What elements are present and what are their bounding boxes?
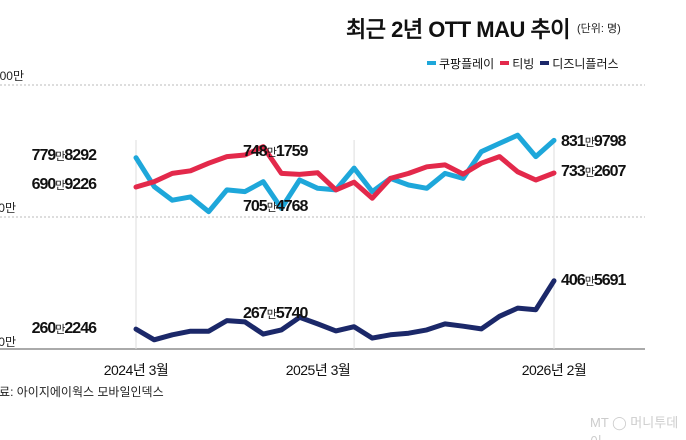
legend-swatch [427,61,436,65]
y-tick-label: 1000만 [0,69,24,83]
data-label: 705만4768 [243,198,308,215]
data-label: 690만9226 [31,176,97,193]
data-label: 779만8292 [31,147,97,164]
data-label: 260만2246 [31,320,97,337]
series-line-1 [133,144,557,201]
data-label: 831만9798 [561,133,626,150]
data-label: 406만5691 [561,272,626,289]
logo: MT ◯ 머니투데이 [590,415,679,440]
legend-label: 쿠팡플레이 [439,56,495,71]
legend-item-tving: 티빙 [500,55,534,72]
source-note: 자료: 아이지에이웍스 모바일인덱스 [0,385,164,399]
unit-note: (단위: 명) [577,23,621,35]
y-tick-label: 600만 [0,201,16,215]
legend-swatch [540,61,550,65]
legend-item-disney: 디즈니플러스 [540,55,619,72]
x-tick-label: 2024년 3월 [103,362,169,378]
series-line-0 [133,132,557,215]
legend: 쿠팡플레이 티빙 디즈니플러스 [427,52,645,74]
y-tick-label: 200만 [0,335,16,349]
legend-label: 티빙 [512,56,535,71]
series-line-2 [133,278,557,343]
legend-swatch [500,61,510,65]
legend-label: 디즈니플러스 [552,56,619,71]
chart-title: 최근 2년 OTT MAU 추이 [346,17,570,42]
data-label: 267만5740 [243,305,308,322]
x-tick-label: 2025년 3월 [285,362,351,378]
x-tick-label: 2026년 2월 [521,362,587,378]
data-label: 748만1759 [243,143,308,160]
data-label: 733만2607 [561,163,626,180]
legend-item-coupang: 쿠팡플레이 [427,55,494,72]
